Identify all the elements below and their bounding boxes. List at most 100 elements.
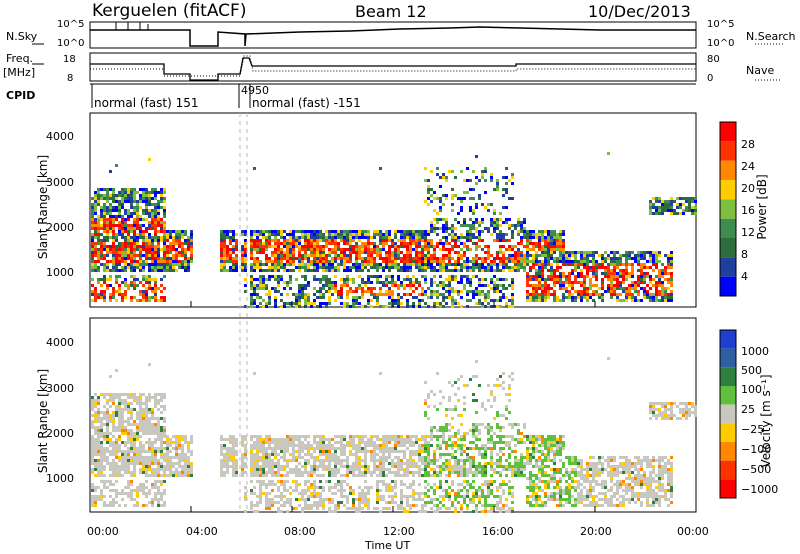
velocity-cell <box>124 471 127 474</box>
power-cell <box>430 263 433 266</box>
power-cell <box>475 290 478 293</box>
velocity-cell <box>124 420 127 423</box>
power-cell <box>97 293 100 296</box>
power-cell <box>502 296 505 299</box>
power-cell <box>325 245 328 248</box>
velocity-cell <box>376 483 379 486</box>
power-cell <box>259 239 262 242</box>
power-cell <box>283 242 286 245</box>
power-cell <box>106 200 109 203</box>
velocity-cell <box>235 474 238 477</box>
velocity-cell <box>226 471 229 474</box>
power-cell <box>685 209 688 212</box>
power-cell <box>397 305 400 308</box>
velocity-cell <box>130 435 133 438</box>
power-cell <box>532 278 535 281</box>
power-cell <box>523 236 526 239</box>
power-cell <box>439 263 442 266</box>
velocity-cell <box>346 444 349 447</box>
velocity-cell <box>163 468 166 471</box>
power-cell <box>151 290 154 293</box>
power-cell <box>376 248 379 251</box>
power-cell <box>307 248 310 251</box>
power-cell <box>454 275 457 278</box>
power-cell <box>553 257 556 260</box>
velocity-cell <box>382 483 385 486</box>
power-cell <box>109 170 112 173</box>
power-cell <box>295 302 298 305</box>
power-cell <box>109 212 112 215</box>
velocity-cell <box>292 480 295 483</box>
power-cell <box>463 284 466 287</box>
power-cell <box>259 269 262 272</box>
power-cell <box>106 245 109 248</box>
power-cell <box>358 230 361 233</box>
velocity-cell <box>337 456 340 459</box>
power-cell <box>658 278 661 281</box>
power-cell <box>493 299 496 302</box>
power-cell <box>307 284 310 287</box>
velocity-cell <box>166 462 169 465</box>
power-cell <box>394 257 397 260</box>
power-cell <box>382 293 385 296</box>
power-cell <box>334 290 337 293</box>
velocity-cell <box>352 447 355 450</box>
power-cell <box>106 188 109 191</box>
power-cell <box>124 188 127 191</box>
velocity-cell <box>139 456 142 459</box>
power-cell <box>130 263 133 266</box>
velocity-cell <box>337 471 340 474</box>
power-cell <box>268 236 271 239</box>
power-cell <box>379 257 382 260</box>
velocity-cell <box>253 459 256 462</box>
power-cell <box>124 218 127 221</box>
power-cell <box>97 230 100 233</box>
power-cell <box>316 290 319 293</box>
power-cell <box>121 200 124 203</box>
power-cell <box>115 164 118 167</box>
power-cell <box>328 242 331 245</box>
power-cell <box>316 305 319 308</box>
power-cell <box>532 287 535 290</box>
power-cell <box>91 242 94 245</box>
power-cell <box>478 293 481 296</box>
power-cell <box>376 230 379 233</box>
power-cell <box>385 278 388 281</box>
power-cell <box>358 287 361 290</box>
velocity-cell <box>157 462 160 465</box>
power-cell <box>337 263 340 266</box>
power-cell <box>235 242 238 245</box>
power-cell <box>103 242 106 245</box>
power-cell <box>121 215 124 218</box>
power-cell <box>100 218 103 221</box>
power-cell <box>283 287 286 290</box>
power-cell <box>526 245 529 248</box>
power-cell <box>508 260 511 263</box>
velocity-cell <box>115 474 118 477</box>
velocity-cell <box>103 450 106 453</box>
power-cell <box>541 263 544 266</box>
velocity-cell <box>283 501 286 504</box>
power-cell <box>607 263 610 266</box>
velocity-cell <box>334 447 337 450</box>
power-cell <box>124 221 127 224</box>
power-cell <box>496 188 499 191</box>
power-cell <box>448 293 451 296</box>
velocity-cell <box>313 438 316 441</box>
power-cell <box>235 269 238 272</box>
power-cell <box>667 254 670 257</box>
velocity-cell <box>385 459 388 462</box>
velocity-cell <box>130 393 133 396</box>
velocity-cell <box>190 435 193 438</box>
power-cell <box>166 248 169 251</box>
velocity-cell <box>316 441 319 444</box>
power-cell <box>154 215 157 218</box>
velocity-cell <box>334 504 337 507</box>
power-cell <box>268 299 271 302</box>
power-cell <box>244 260 247 263</box>
power-cell <box>577 296 580 299</box>
power-cell <box>406 263 409 266</box>
power-cell <box>580 257 583 260</box>
velocity-cell <box>250 504 253 507</box>
velocity-cell <box>265 507 268 510</box>
